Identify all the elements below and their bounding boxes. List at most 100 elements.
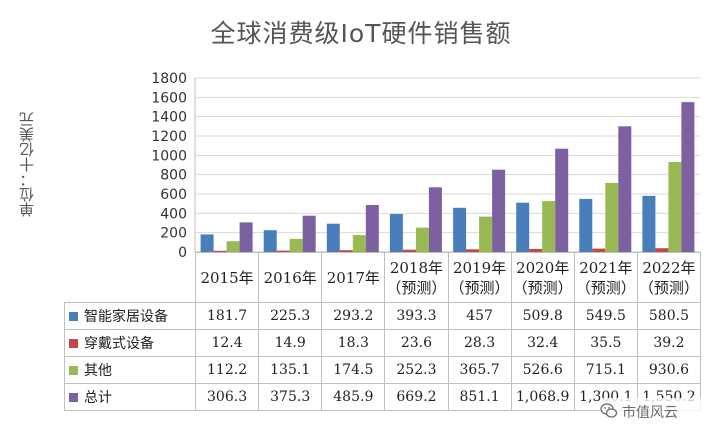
watermark: 市值风云 [600,398,710,424]
bar-1-6 [516,202,530,252]
category-year: 2020年 [516,258,570,277]
bar-3-7 [605,182,619,252]
bar-4-4 [428,187,442,252]
bar-2-6 [529,248,543,252]
data-label: 1,068.9 [510,383,575,411]
bars [200,102,695,252]
data-label: 526.6 [510,356,575,384]
data-label: 14.9 [258,329,323,357]
category-year: 2018年 [389,258,444,277]
data-label: 112.2 [194,356,260,384]
bar-2-8 [655,248,669,252]
legend-label: 智能家居设备 [84,309,168,325]
bar-1-1 [200,234,214,252]
bar-2-4 [402,249,416,252]
bar-3-1 [226,241,240,252]
x-tick-label: 2017年 [321,252,386,303]
y-tick-label: 400 [160,206,187,222]
legend-label: 总计 [84,390,112,406]
bar-2-3 [339,250,353,252]
bar-3-8 [668,162,682,252]
legend-swatch [69,366,78,375]
data-label: 135.1 [258,356,323,384]
data-label: 549.5 [573,302,638,330]
table-row: 智能家居设备 181.7 225.3 293.2 393.3 457 509.8 549.5 5… [64,302,702,330]
wechat-logo-icon [600,403,618,418]
bar-4-2 [302,215,316,252]
data-label: 851.1 [447,383,512,411]
category-year: 2021年 [579,258,633,277]
category-year: 2017年 [326,268,380,287]
data-label: 181.7 [194,302,260,330]
bar-3-3 [352,235,366,252]
x-tick-label: 2019年 （预测） [447,252,512,303]
data-label: 225.3 [258,302,323,330]
y-tick-label: 600 [160,187,187,203]
bar-1-2 [263,230,277,252]
data-label: 32.4 [510,329,575,357]
legend-swatch [69,339,78,348]
bar-3-6 [542,201,556,252]
data-label: 39.2 [636,329,702,357]
bar-2-5 [466,249,480,252]
category-year: 2015年 [200,268,254,287]
table-corner [64,252,196,303]
legend-swatch [69,393,78,402]
bar-1-8 [642,195,656,252]
bar-2-1 [213,250,227,252]
bar-4-7 [618,126,632,252]
y-tick-label: 1600 [151,90,187,106]
bar-1-3 [326,223,340,252]
category-year: 2019年 [452,258,507,277]
data-label: 18.3 [321,329,386,357]
bar-1-7 [579,198,593,252]
legend-entry: 其他 [64,356,196,384]
data-label: 365.7 [447,356,512,384]
bar-2-7 [592,248,606,252]
chart-title: 全球消费级IoT硬件销售额 [210,19,512,48]
y-tick-label: 1800 [151,71,187,87]
category-note: （预测） [386,278,447,297]
category-note: （预测） [575,278,636,297]
legend-label: 其他 [84,363,112,379]
legend-entry: 总计 [64,383,196,411]
x-tick-label: 2022年 （预测） [636,252,702,303]
y-tick-label: 800 [160,168,187,184]
table-row: 其他 112.2 135.1 174.5 252.3 365.7 526.6 715.1 930… [64,356,702,384]
x-tick-label: 2020年 （预测） [510,252,575,303]
legend-label: 穿戴式设备 [84,336,154,352]
data-label: 23.6 [384,329,449,357]
data-label: 174.5 [321,356,386,384]
bar-1-4 [389,214,403,252]
bar-4-5 [492,169,506,252]
data-label: 930.6 [636,356,702,384]
data-label: 306.3 [194,383,260,411]
data-label: 485.9 [321,383,386,411]
watermark-text: 市值风云 [622,405,678,421]
bar-4-6 [555,148,569,252]
legend-entry: 智能家居设备 [64,302,196,330]
category-year: 2022年 [642,258,696,277]
data-table: 2015年 2016年 2017年 2018年 （预测） 2019年 （预测） 2020年 （预… [64,252,702,411]
data-label: 393.3 [384,302,449,330]
grid-lines [194,77,700,253]
x-tick-label: 2018年 （预测） [384,252,449,303]
x-tick-label: 2021年 （预测） [573,252,638,303]
data-label: 509.8 [510,302,575,330]
y-tick-label: 1000 [151,148,187,164]
category-note: （预测） [449,278,510,297]
data-label: 252.3 [384,356,449,384]
bar-2-2 [276,250,290,252]
data-label: 457 [447,302,512,330]
bar-3-5 [479,216,493,252]
data-label: 669.2 [384,383,449,411]
bar-4-3 [365,205,379,252]
data-label: 580.5 [636,302,702,330]
y-tick-label: 1200 [151,129,187,145]
category-note: （预测） [512,278,573,297]
y-tick-label: 200 [160,226,187,242]
bar-4-1 [239,222,253,252]
data-label: 375.3 [258,383,323,411]
